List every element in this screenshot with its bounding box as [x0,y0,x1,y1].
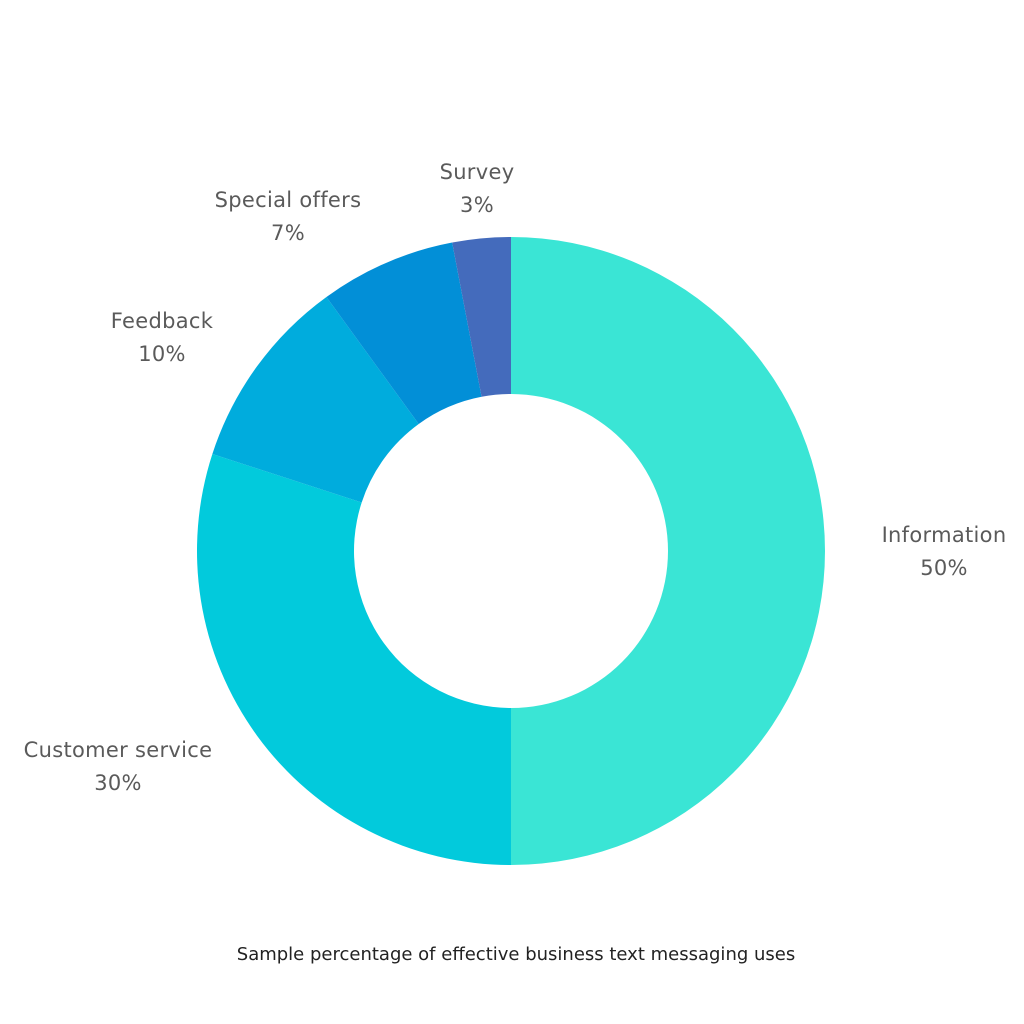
label-pct: 7% [271,221,305,245]
label-pct: 10% [138,342,186,366]
donut-slice-feedback [212,296,419,503]
donut-slice-survey [452,237,511,397]
label-name: Survey [439,160,515,184]
label-special-offers: Special offers 7% [215,184,362,250]
donut-slice-information [511,237,825,865]
label-name: Information [881,523,1007,547]
donut-slice-special-offers [326,242,482,424]
label-survey: Survey 3% [440,156,515,222]
label-name: Feedback [110,309,214,333]
label-information: Information 50% [882,519,1007,585]
donut-slice-customer-service [196,453,511,865]
label-feedback: Feedback 10% [111,305,213,371]
chart-caption: Sample percentage of effective business … [236,944,796,965]
label-customer-service: Customer service 30% [24,734,213,800]
label-pct: 30% [94,771,142,795]
label-pct: 50% [920,556,968,580]
label-pct: 3% [460,193,494,217]
label-name: Special offers [214,188,362,212]
label-name: Customer service [23,738,213,762]
